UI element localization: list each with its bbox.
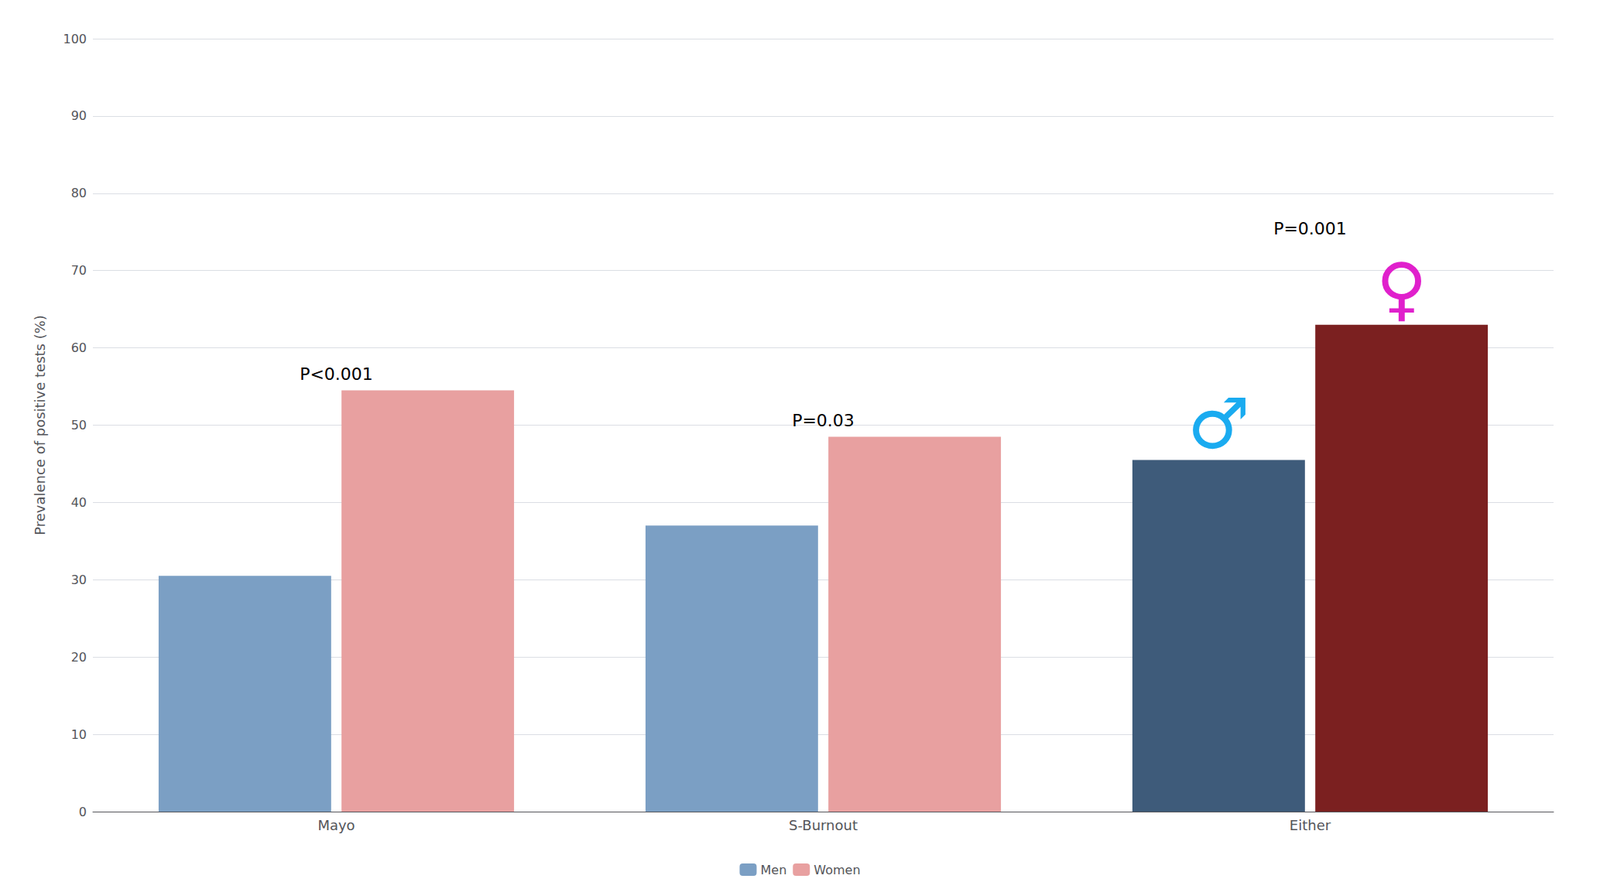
svg-text:Prevalence of positive tests (: Prevalence of positive tests (%) bbox=[31, 315, 48, 536]
svg-text:100: 100 bbox=[62, 31, 87, 47]
svg-text:0: 0 bbox=[78, 805, 87, 820]
svg-text:P<0.001: P<0.001 bbox=[299, 364, 374, 384]
svg-text:♀: ♀ bbox=[1376, 247, 1428, 329]
svg-text:S-Burnout: S-Burnout bbox=[788, 817, 858, 834]
svg-text:70: 70 bbox=[71, 263, 87, 278]
svg-text:90: 90 bbox=[71, 108, 87, 124]
svg-text:20: 20 bbox=[71, 650, 87, 665]
svg-text:P=0.001: P=0.001 bbox=[1273, 219, 1347, 239]
svg-text:Mayo: Mayo bbox=[317, 817, 355, 834]
svg-text:Women: Women bbox=[813, 863, 860, 878]
svg-text:♂: ♂ bbox=[1187, 383, 1251, 465]
svg-text:40: 40 bbox=[71, 495, 87, 511]
svg-text:80: 80 bbox=[71, 185, 87, 201]
svg-text:30: 30 bbox=[71, 572, 87, 588]
svg-text:Either: Either bbox=[1289, 817, 1332, 834]
svg-text:Men: Men bbox=[760, 863, 787, 878]
svg-text:50: 50 bbox=[71, 417, 87, 433]
svg-text:10: 10 bbox=[71, 727, 87, 743]
svg-text:60: 60 bbox=[71, 340, 87, 356]
svg-text:P=0.03: P=0.03 bbox=[791, 411, 855, 431]
